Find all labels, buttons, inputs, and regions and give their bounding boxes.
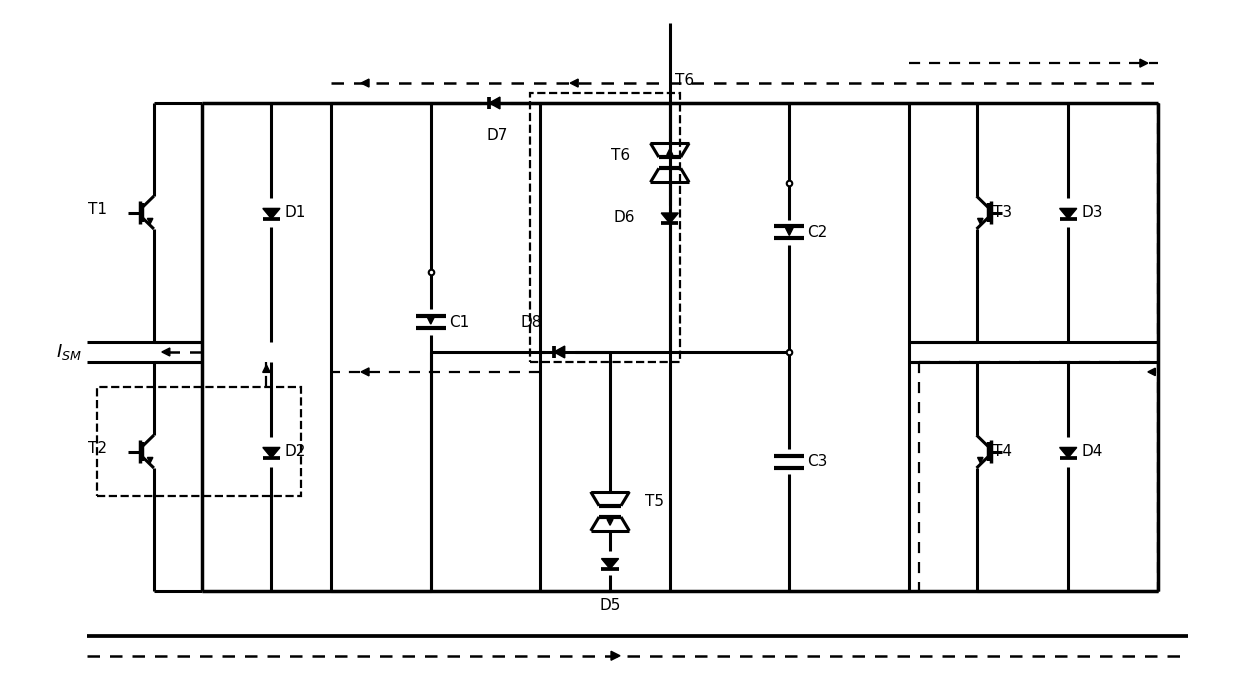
Text: D1: D1 (284, 205, 306, 220)
Polygon shape (977, 219, 983, 224)
Text: T2: T2 (88, 441, 107, 456)
Text: D6: D6 (614, 210, 635, 225)
Polygon shape (1148, 368, 1156, 376)
Text: D2: D2 (284, 444, 306, 459)
Polygon shape (162, 348, 170, 356)
Polygon shape (263, 448, 280, 458)
Polygon shape (601, 558, 619, 569)
Text: T5: T5 (645, 494, 663, 509)
Polygon shape (570, 79, 578, 87)
Text: T6: T6 (611, 147, 630, 163)
Text: T3: T3 (993, 205, 1013, 220)
Polygon shape (608, 519, 613, 525)
Polygon shape (148, 219, 153, 224)
Polygon shape (667, 149, 673, 155)
Text: $I_{SM}$: $I_{SM}$ (56, 342, 82, 362)
Polygon shape (661, 213, 678, 224)
Polygon shape (148, 457, 153, 463)
Text: T1: T1 (88, 202, 107, 217)
Text: C3: C3 (807, 454, 827, 469)
Polygon shape (1140, 59, 1148, 67)
Text: D3: D3 (1081, 205, 1102, 220)
Polygon shape (427, 317, 434, 324)
Polygon shape (977, 457, 983, 463)
Text: D7: D7 (487, 128, 508, 143)
Polygon shape (263, 208, 280, 219)
Polygon shape (554, 346, 564, 358)
Polygon shape (361, 368, 370, 376)
Text: D8: D8 (521, 315, 542, 330)
Text: D4: D4 (1081, 444, 1102, 459)
Text: D5: D5 (599, 598, 621, 612)
Polygon shape (1060, 448, 1076, 458)
Text: C2: C2 (807, 225, 827, 240)
Polygon shape (361, 79, 370, 87)
Polygon shape (1060, 208, 1076, 219)
Polygon shape (490, 97, 500, 109)
Polygon shape (263, 365, 270, 372)
Text: T4: T4 (993, 444, 1013, 459)
Text: C1: C1 (449, 315, 469, 329)
Text: T6: T6 (675, 73, 694, 88)
Polygon shape (786, 228, 794, 235)
Polygon shape (611, 651, 620, 660)
